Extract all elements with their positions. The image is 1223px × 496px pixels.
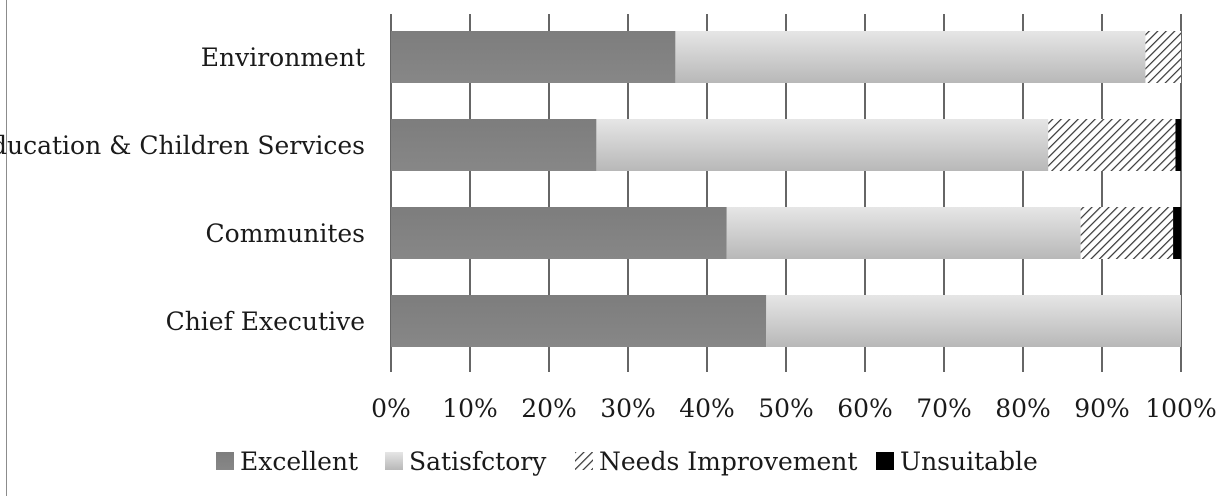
x-tick-label: 10%: [442, 394, 498, 423]
x-tick-label: 20%: [521, 394, 577, 423]
bar-education-and-children-services-satisfctory: [596, 119, 1049, 171]
x-axis-ticks: 0% 10% 20% 30% 40% 50% 60% 70% 80% 90% 100%: [371, 394, 1217, 423]
legend-swatch-needs-improvement: [575, 452, 593, 470]
bar-communites-unsuitable: [1173, 207, 1181, 259]
category-label-chief-executive: Chief Executive: [166, 307, 365, 336]
figure-frame-edge: [6, 0, 7, 496]
category-labels: Chief Executive Communites Education & Chi…: [0, 43, 365, 336]
legend-label-needs-improvement: Needs Improvement: [599, 447, 857, 476]
bar-environment-needs-improvement: [1145, 31, 1181, 83]
x-tick-label: 50%: [758, 394, 814, 423]
category-label-environment: Environment: [201, 43, 365, 72]
bar-education-and-children-services-needs-improvement: [1048, 119, 1176, 171]
x-tick-label: 0%: [371, 394, 411, 423]
legend-swatch-unsuitable: [876, 452, 894, 470]
legend-label-excellent: Excellent: [240, 447, 358, 476]
x-tick-label: 30%: [600, 394, 656, 423]
bar-environment-excellent: [391, 31, 676, 83]
category-label-communites: Communites: [206, 219, 365, 248]
bar-environment-satisfctory: [675, 31, 1146, 83]
bar-chief-executive-satisfctory: [766, 295, 1181, 347]
bar-chief-executive-excellent: [391, 295, 767, 347]
bar-communites-excellent: [391, 207, 727, 259]
x-tick-label: 80%: [995, 394, 1051, 423]
x-tick-label: 100%: [1145, 394, 1216, 423]
legend-label-unsuitable: Unsuitable: [900, 447, 1038, 476]
bar-education-and-children-services-excellent: [391, 119, 597, 171]
legend-label-satisfctory: Satisfctory: [409, 447, 547, 476]
bar-communites-needs-improvement: [1080, 207, 1174, 259]
legend-swatch-satisfctory: [385, 452, 403, 470]
x-tick-label: 60%: [837, 394, 893, 423]
x-tick-label: 70%: [916, 394, 972, 423]
legend: Excellent Satisfctory Needs Improvement Uns…: [216, 447, 1038, 476]
legend-swatch-excellent: [216, 452, 234, 470]
x-tick-label: 40%: [679, 394, 735, 423]
bar-education-and-children-services-unsuitable: [1175, 119, 1181, 171]
bar-communites-satisfctory: [726, 207, 1081, 259]
bars: [391, 31, 1181, 347]
x-tick-label: 90%: [1074, 394, 1130, 423]
category-label-education-and-children-services: Education & Children Services: [0, 131, 365, 160]
